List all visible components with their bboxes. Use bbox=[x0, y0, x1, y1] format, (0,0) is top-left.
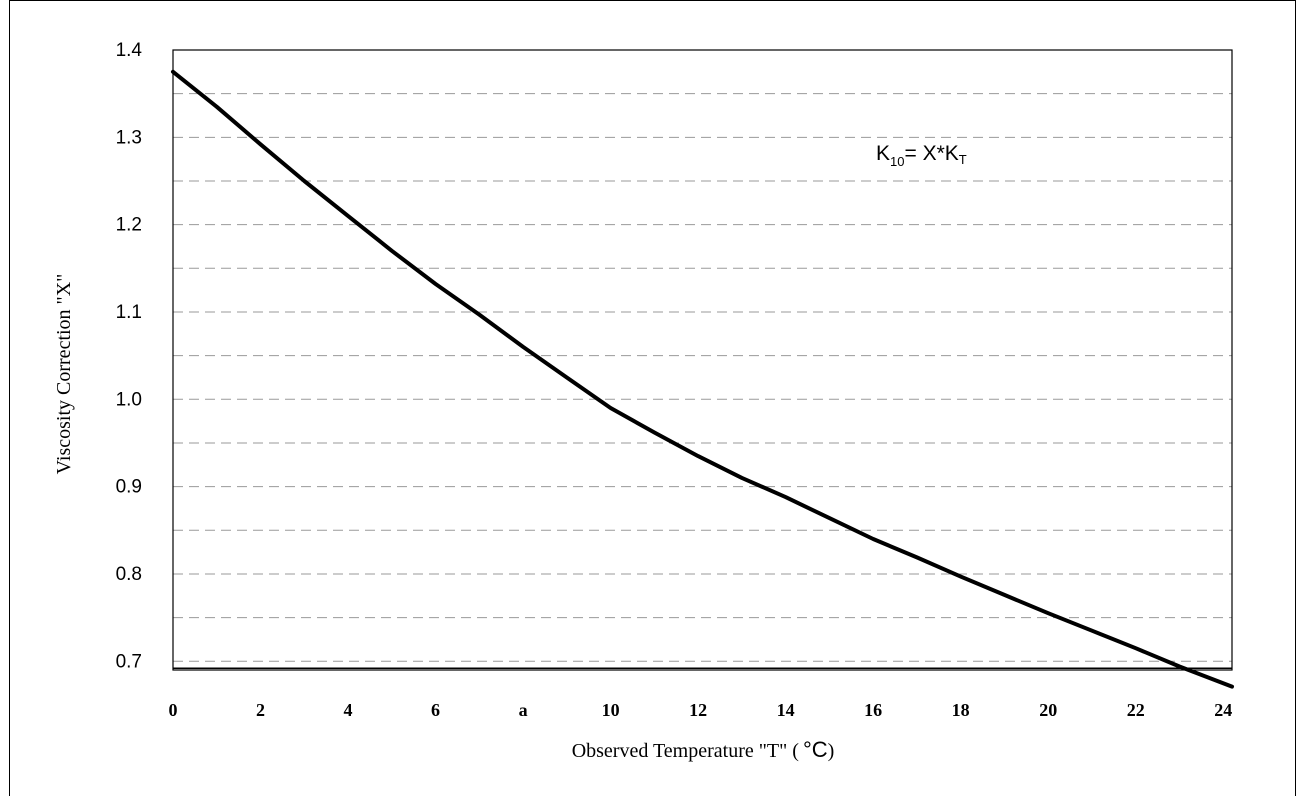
y-tick-label: 1.1 bbox=[116, 302, 142, 323]
y-tick-label: 1.2 bbox=[116, 215, 142, 236]
y-tick-label: 1.3 bbox=[116, 127, 142, 148]
x-tick-label: 4 bbox=[344, 700, 353, 720]
formula-annotation: K10= X*KT bbox=[876, 142, 967, 169]
y-tick-label: 1.0 bbox=[116, 389, 142, 410]
y-tick-label: 0.7 bbox=[116, 651, 142, 672]
x-tick-label: 14 bbox=[777, 700, 795, 720]
x-tick-label: 24 bbox=[1214, 700, 1232, 720]
x-tick-label: 10 bbox=[602, 700, 620, 720]
x-axis-label: Observed Temperature "T" (°C) bbox=[572, 737, 835, 762]
x-tick-label: 2 bbox=[256, 700, 265, 720]
x-tick-label: 20 bbox=[1039, 700, 1057, 720]
grid-lines bbox=[173, 93, 1232, 670]
x-tick-label: 22 bbox=[1127, 700, 1145, 720]
x-tick-labels: 0 2 4 6 a 10 12 14 16 18 20 22 24 bbox=[169, 700, 1233, 720]
chart-frame bbox=[9, 0, 1296, 796]
series-line bbox=[171, 69, 1234, 689]
y-tick-label: 0.9 bbox=[116, 477, 142, 498]
y-axis-label: Viscosity Correction "X" bbox=[53, 274, 75, 475]
y-tick-label: 1.4 bbox=[116, 40, 143, 61]
x-tick-label: 16 bbox=[864, 700, 882, 720]
x-tick-label: a bbox=[519, 700, 528, 720]
plot-area bbox=[172, 49, 1233, 671]
x-tick-label: 18 bbox=[952, 700, 970, 720]
x-tick-label: 6 bbox=[431, 700, 440, 720]
x-tick-label: 0 bbox=[169, 700, 178, 720]
y-tick-labels: 1.4 1.3 1.2 1.1 1.0 0.9 0.8 0.7 bbox=[116, 40, 143, 672]
y-tick-label: 0.8 bbox=[116, 564, 142, 585]
x-tick-label: 12 bbox=[689, 700, 707, 720]
